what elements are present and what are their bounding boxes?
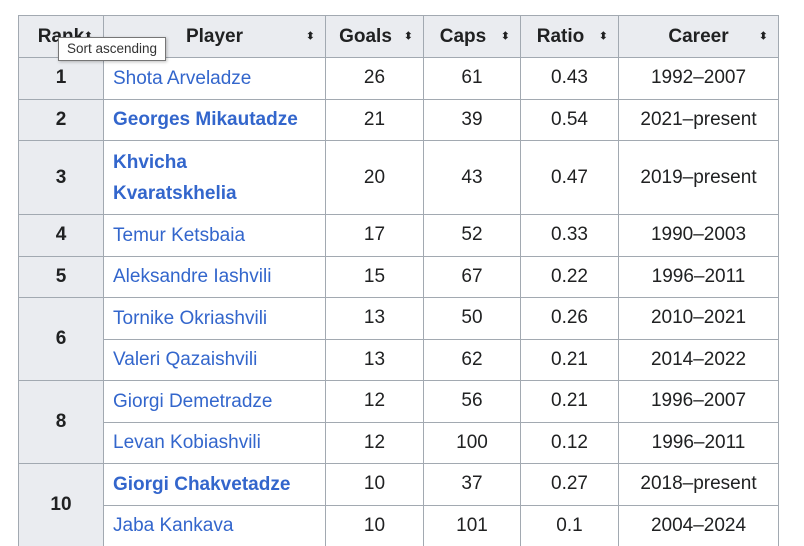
table-row: 3 Khvicha Kvaratskhelia 20 43 0.47 2019–… — [18, 140, 779, 215]
header-caps-label: Caps — [439, 25, 487, 47]
goals-cell: 21 — [325, 98, 424, 141]
header-career[interactable]: Career ⬍ — [618, 15, 779, 58]
goals-cell: 17 — [325, 214, 424, 257]
player-link[interactable]: Giorgi Chakvetadze — [103, 463, 326, 506]
table-row: 6 Tornike Okriashvili 13 50 0.26 2010–20… — [18, 297, 779, 381]
player-link[interactable]: Giorgi Demetradze — [103, 380, 326, 423]
header-player-label: Player — [185, 25, 244, 47]
caps-cell: 56 — [423, 380, 521, 423]
goals-cell: 12 — [325, 380, 424, 423]
player-name-line: Kvaratskhelia — [113, 182, 237, 204]
header-ratio-label: Ratio — [536, 25, 585, 47]
ratio-cell: 0.27 — [520, 463, 619, 506]
table-row: 4 Temur Ketsbaia 17 52 0.33 1990–2003 — [18, 214, 779, 257]
player-link[interactable]: Shota Arveladze — [103, 57, 326, 100]
goals-cell: 13 — [325, 338, 424, 381]
rank-cell: 4 — [18, 214, 104, 257]
table-row: Valeri Qazaishvili 13 62 0.21 2014–2022 — [19, 338, 779, 381]
player-link[interactable]: Tornike Okriashvili — [103, 297, 326, 340]
goals-cell: 12 — [325, 421, 424, 464]
player-link[interactable]: Temur Ketsbaia — [103, 214, 326, 257]
rank-cell: 3 — [18, 140, 104, 215]
top-scorers-table: Rank ⬍ Player ⬍ Goals ⬍ Caps ⬍ Ratio ⬍ C… — [18, 15, 779, 546]
sort-icon[interactable]: ⬍ — [758, 30, 768, 42]
ratio-cell: 0.43 — [520, 57, 619, 100]
goals-cell: 10 — [325, 504, 424, 546]
table-row: 2 Georges Mikautadze 21 39 0.54 2021–pre… — [18, 98, 779, 141]
caps-cell: 43 — [423, 140, 521, 215]
player-link[interactable]: Jaba Kankava — [103, 504, 326, 546]
career-cell: 1992–2007 — [618, 57, 779, 100]
header-career-label: Career — [668, 25, 729, 47]
career-cell: 1996–2007 — [618, 380, 779, 423]
career-cell: 2019–present — [618, 140, 779, 215]
rank-cell: 10 — [18, 463, 104, 546]
player-link[interactable]: Georges Mikautadze — [103, 98, 326, 141]
goals-cell: 26 — [325, 57, 424, 100]
sort-icon[interactable]: ⬍ — [403, 30, 413, 42]
career-cell: 1990–2003 — [618, 214, 779, 257]
caps-cell: 52 — [423, 214, 521, 257]
player-link[interactable]: Levan Kobiashvili — [103, 421, 326, 464]
player-link[interactable]: Valeri Qazaishvili — [103, 338, 326, 381]
ratio-cell: 0.1 — [520, 504, 619, 546]
sort-icon[interactable]: ⬍ — [305, 30, 315, 42]
caps-cell: 39 — [423, 98, 521, 141]
caps-cell: 100 — [423, 421, 521, 464]
table-row: 5 Aleksandre Iashvili 15 67 0.22 1996–20… — [18, 255, 779, 298]
caps-cell: 67 — [423, 255, 521, 298]
ratio-cell: 0.21 — [520, 380, 619, 423]
table-row: 10 Giorgi Chakvetadze 10 37 0.27 2018–pr… — [18, 463, 779, 546]
career-cell: 2018–present — [618, 463, 779, 506]
caps-cell: 50 — [423, 297, 521, 340]
sort-tooltip: Sort ascending — [58, 37, 167, 61]
rank-cell: 8 — [18, 380, 104, 464]
table-row: Levan Kobiashvili 12 100 0.12 1996–2011 — [19, 421, 779, 464]
goals-cell: 15 — [325, 255, 424, 298]
rank-cell: 2 — [18, 98, 104, 141]
ratio-cell: 0.54 — [520, 98, 619, 141]
goals-cell: 20 — [325, 140, 424, 215]
header-goals-label: Goals — [339, 25, 392, 47]
rank-cell: 6 — [18, 297, 104, 381]
caps-cell: 101 — [423, 504, 521, 546]
career-cell: 1996–2011 — [618, 421, 779, 464]
rank-cell: 5 — [18, 255, 104, 298]
sort-icon[interactable]: ⬍ — [500, 30, 510, 42]
ratio-cell: 0.12 — [520, 421, 619, 464]
career-cell: 2021–present — [618, 98, 779, 141]
goals-cell: 13 — [325, 297, 424, 340]
header-goals[interactable]: Goals ⬍ — [325, 15, 424, 58]
ratio-cell: 0.26 — [520, 297, 619, 340]
caps-cell: 61 — [423, 57, 521, 100]
player-link[interactable]: Khvicha Kvaratskhelia — [103, 140, 326, 215]
header-ratio[interactable]: Ratio ⬍ — [520, 15, 619, 58]
career-cell: 2010–2021 — [618, 297, 779, 340]
player-link[interactable]: Aleksandre Iashvili — [103, 255, 326, 298]
ratio-cell: 0.47 — [520, 140, 619, 215]
career-cell: 1996–2011 — [618, 255, 779, 298]
ratio-cell: 0.22 — [520, 255, 619, 298]
table-row: 8 Giorgi Demetradze 12 56 0.21 1996–2007 — [18, 380, 779, 464]
career-cell: 2004–2024 — [618, 504, 779, 546]
caps-cell: 37 — [423, 463, 521, 506]
rank-cell: 1 — [18, 57, 104, 100]
ratio-cell: 0.21 — [520, 338, 619, 381]
career-cell: 2014–2022 — [618, 338, 779, 381]
header-caps[interactable]: Caps ⬍ — [423, 15, 521, 58]
sort-icon[interactable]: ⬍ — [83, 30, 93, 42]
sort-icon[interactable]: ⬍ — [598, 30, 608, 42]
table-row: Jaba Kankava 10 101 0.1 2004–2024 — [19, 504, 779, 546]
table-row: 1 Shota Arveladze 26 61 0.43 1992–2007 — [18, 57, 779, 100]
player-name-line: Khvicha — [113, 151, 187, 173]
caps-cell: 62 — [423, 338, 521, 381]
ratio-cell: 0.33 — [520, 214, 619, 257]
goals-cell: 10 — [325, 463, 424, 506]
